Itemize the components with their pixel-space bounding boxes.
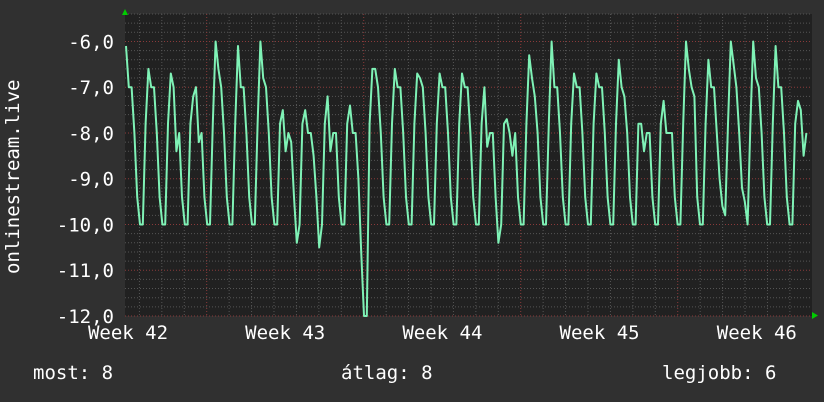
- y-tick-label: -8,0: [68, 123, 114, 145]
- y-axis-ticks: -6,0 -7,0 -8,0 -9,0 -10,0 -11,0 -12,0: [57, 31, 114, 328]
- best-value: legjobb: 6: [662, 362, 777, 384]
- current-value: most: 8: [33, 362, 114, 384]
- y-tick-label: -10,0: [57, 214, 114, 236]
- y-tick-label: -7,0: [68, 77, 114, 99]
- x-tick-label: Week 46: [717, 322, 797, 344]
- y-tick-label: -9,0: [68, 169, 114, 191]
- average-value: átlag: 8: [341, 362, 433, 384]
- x-tick-label: Week 42: [88, 322, 168, 344]
- series-line: [125, 40, 808, 317]
- y-tick-label: -11,0: [57, 260, 114, 282]
- x-tick-label: Week 45: [560, 322, 640, 344]
- y-tick-label: -6,0: [68, 31, 114, 53]
- x-tick-label: Week 43: [245, 322, 325, 344]
- x-axis-ticks: Week 42 Week 43 Week 44 Week 45 Week 46: [88, 322, 797, 344]
- x-tick-label: Week 44: [402, 322, 482, 344]
- x-axis-arrow-icon: [812, 312, 818, 319]
- y-tick-label: -12,0: [57, 306, 114, 328]
- y-axis-label: onlinestream.live: [2, 80, 24, 274]
- y-axis-arrow-icon: [122, 9, 128, 15]
